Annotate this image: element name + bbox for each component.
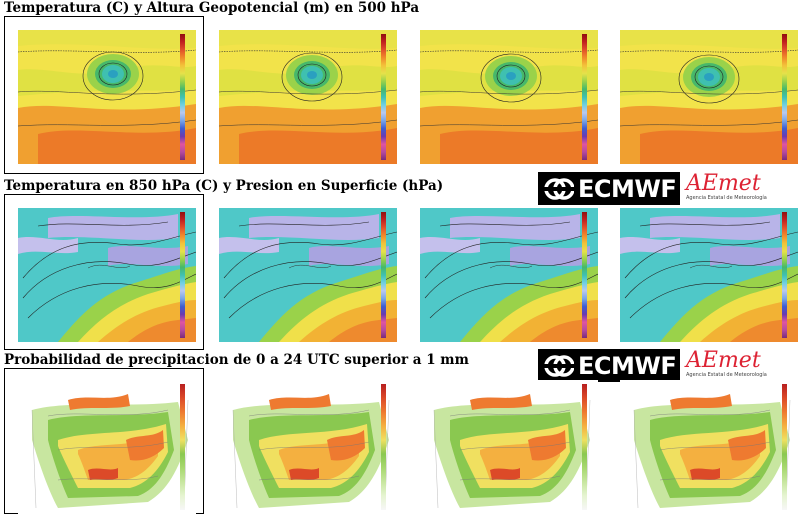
aemet-logo-icon: AEmet Agencia Estatal de Meteorología	[686, 171, 767, 202]
colorbar	[381, 34, 386, 160]
ecmwf-logo-icon: ECMWF	[538, 172, 680, 205]
colorbar	[582, 384, 587, 510]
forecast-map[interactable]	[219, 380, 397, 514]
aemet-logo-text: AEmet	[686, 171, 761, 196]
aemet-logo-subtitle-2: Agencia Estatal de Meteorología	[686, 372, 767, 378]
forecast-map[interactable]	[18, 380, 196, 514]
aemet-logo-text-2: AEmet	[686, 348, 761, 373]
forecast-map[interactable]	[420, 30, 598, 164]
forecast-map[interactable]	[219, 208, 397, 342]
forecast-map[interactable]	[620, 380, 798, 514]
forecast-map[interactable]	[420, 208, 598, 342]
colorbar	[782, 212, 787, 338]
row-title-500hpa: Temperatura (C) y Altura Geopotencial (m…	[4, 0, 420, 16]
colorbar	[180, 384, 185, 510]
forecast-map[interactable]	[620, 208, 798, 342]
colorbar	[582, 34, 587, 160]
row-title-850hpa: Temperatura en 850 hPa (C) y Presion en …	[4, 178, 444, 194]
colorbar	[180, 212, 185, 338]
selected-map-frame-row1	[4, 16, 204, 174]
ecmwf-logo-text-2: ECMWF	[578, 351, 677, 380]
aemet-logo-icon-2: AEmet Agencia Estatal de Meteorología	[686, 348, 767, 379]
forecast-map[interactable]	[18, 30, 196, 164]
row-title-precipitation: Probabilidad de precipitacion de 0 a 24 …	[4, 352, 469, 368]
forecast-map[interactable]	[18, 208, 196, 342]
colorbar	[180, 34, 185, 160]
ecmwf-logo-icon-2: ECMWF	[538, 349, 680, 382]
forecast-map[interactable]	[620, 30, 798, 164]
forecast-map[interactable]	[219, 30, 397, 164]
colorbar	[582, 212, 587, 338]
colorbar	[381, 384, 386, 510]
forecast-map[interactable]	[420, 380, 598, 514]
aemet-logo-subtitle: Agencia Estatal de Meteorología	[686, 195, 767, 201]
ecmwf-logo-text: ECMWF	[578, 174, 677, 203]
colorbar	[381, 212, 386, 338]
colorbar	[782, 384, 787, 510]
colorbar	[782, 34, 787, 160]
selected-map-frame-row2	[4, 194, 204, 350]
